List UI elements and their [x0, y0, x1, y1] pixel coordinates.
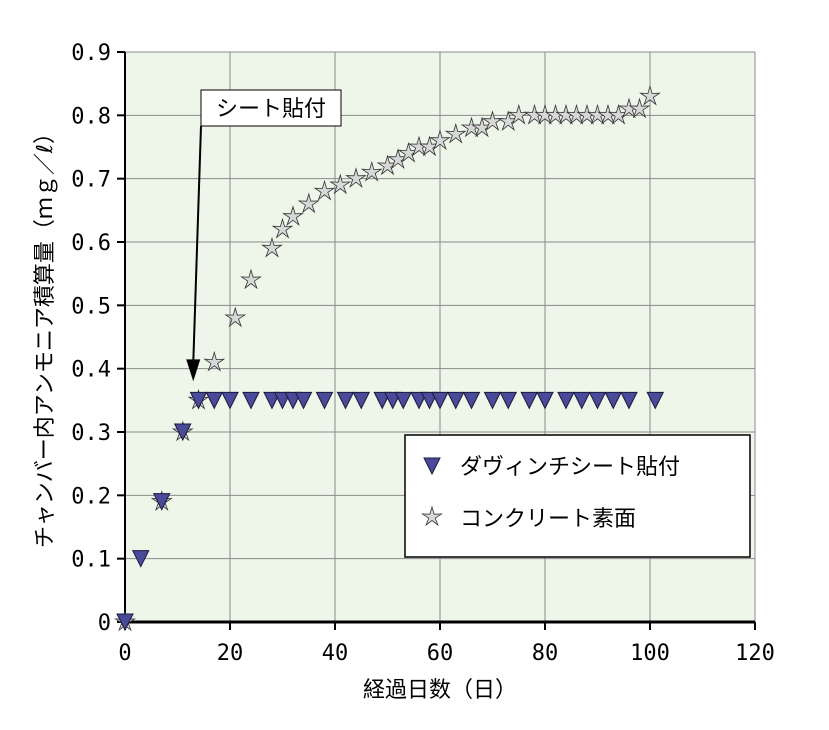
- annotation-text: シート貼付: [216, 97, 326, 122]
- y-tick-label: 0.8: [71, 104, 111, 129]
- data-point-davinci: [116, 613, 134, 632]
- y-tick-label: 0.1: [71, 548, 111, 573]
- x-tick-label: 40: [322, 641, 349, 666]
- data-point-concrete: [444, 122, 467, 144]
- data-point-davinci: [572, 391, 591, 410]
- y-tick-label: 0.2: [71, 484, 111, 509]
- data-point-davinci: [462, 391, 481, 410]
- data-point-concrete: [360, 160, 383, 182]
- legend-label-davinci: ダヴィンチシート貼付: [460, 455, 680, 480]
- y-tick-label: 0.7: [71, 168, 111, 193]
- data-point-davinci: [620, 391, 638, 410]
- data-point-concrete: [639, 84, 661, 106]
- data-point-davinci: [336, 391, 355, 410]
- x-tick-label: 60: [427, 641, 454, 666]
- data-point-davinci: [520, 391, 539, 410]
- y-tick-label: 0.5: [71, 294, 111, 319]
- y-tick-label: 0.4: [71, 358, 111, 383]
- data-point-concrete: [282, 205, 304, 226]
- data-point-davinci: [646, 391, 665, 410]
- annotation: シート貼付: [186, 89, 342, 382]
- y-tick-label: 0: [98, 611, 111, 636]
- annotation-arrow-head: [186, 359, 201, 382]
- data-point-davinci: [446, 391, 465, 410]
- data-point-davinci: [189, 391, 208, 410]
- x-tick-label: 80: [532, 641, 559, 666]
- data-point-davinci: [499, 391, 518, 410]
- data-point-concrete: [345, 167, 367, 188]
- data-point-concrete: [329, 173, 352, 195]
- x-axis-title: 経過日数（日）: [363, 678, 517, 703]
- legend: ダヴィンチシート貼付 コンクリート素面: [404, 434, 751, 558]
- data-point-concrete: [261, 236, 283, 258]
- data-point-davinci: [294, 391, 313, 410]
- data-point-davinci: [394, 391, 413, 410]
- data-point-davinci: [221, 391, 239, 410]
- grid: [125, 51, 756, 622]
- y-tick-label: 0.6: [71, 231, 111, 256]
- series-davinci-markers: [116, 391, 665, 632]
- x-tick-labels: 0 20 40 60 80 100 120: [118, 641, 775, 666]
- data-point-davinci: [131, 550, 150, 568]
- data-point-concrete: [297, 192, 320, 214]
- data-point-concrete: [313, 179, 336, 201]
- data-point-davinci: [431, 391, 449, 410]
- x-tick-label: 0: [118, 641, 131, 666]
- data-point-concrete: [224, 306, 247, 328]
- legend-label-concrete: コンクリート素面: [460, 507, 636, 532]
- data-point-davinci: [604, 391, 623, 410]
- data-point-davinci: [536, 391, 554, 410]
- data-point-concrete: [240, 268, 262, 290]
- data-point-concrete: [203, 350, 226, 372]
- data-point-davinci: [152, 493, 171, 511]
- legend-marker-concrete: [421, 505, 443, 527]
- y-tick-label: 0.3: [71, 421, 111, 446]
- data-point-davinci: [205, 391, 224, 410]
- data-point-davinci: [352, 391, 371, 410]
- legend-marker-davinci: [423, 457, 441, 476]
- x-tick-label: 20: [217, 641, 244, 666]
- y-tick-labels: 0 0.1 0.2 0.3 0.4 0.5 0.6 0.7 0.8 0.9: [71, 41, 111, 636]
- legend-box: [404, 434, 751, 558]
- legend-marker-davinci-shape: [423, 457, 441, 476]
- data-point-concrete: [628, 97, 651, 119]
- data-point-davinci: [483, 391, 502, 410]
- annotation-box: [200, 89, 342, 127]
- x-tick-label: 120: [735, 641, 775, 666]
- data-point-davinci: [557, 391, 575, 410]
- data-point-davinci: [315, 391, 334, 410]
- data-point-davinci: [173, 423, 192, 442]
- data-point-davinci: [242, 391, 260, 410]
- y-tick-label: 0.9: [71, 41, 111, 66]
- data-point-concrete: [429, 129, 451, 150]
- legend-marker-concrete-shape: [421, 505, 443, 527]
- data-point-concrete: [271, 217, 294, 239]
- annotation-arrow-line: [192, 125, 202, 364]
- y-axis-title: チャンバー内アンモニア積算量（ｍｇ／ℓ）: [33, 122, 58, 548]
- x-tick-label: 100: [630, 641, 670, 666]
- data-point-davinci: [588, 391, 607, 410]
